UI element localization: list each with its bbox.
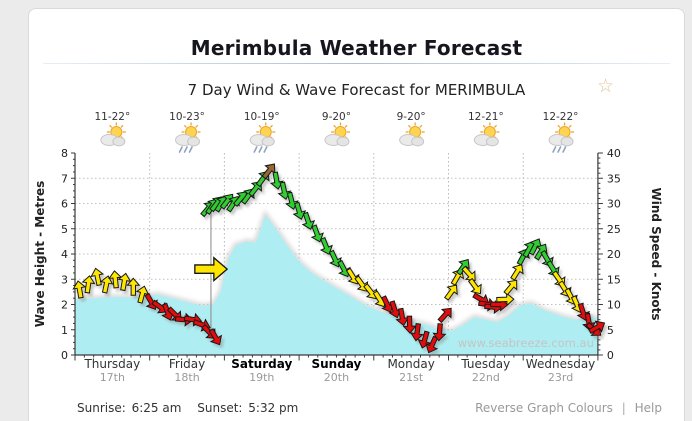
sunset-label: Sunset:: [197, 401, 243, 415]
reverse-graph-colours-link[interactable]: Reverse Graph Colours: [475, 401, 613, 415]
link-separator: |: [621, 401, 626, 415]
favourite-star-icon[interactable]: ☆: [597, 75, 615, 97]
title-divider: [43, 63, 670, 64]
forecast-card: Merimbula Weather Forecast 7 Day Wind & …: [28, 8, 685, 421]
footer-links: Reverse Graph Colours | Help: [475, 401, 662, 415]
footer: Sunrise: 6:25 am Sunset: 5:32 pm Reverse…: [29, 401, 684, 421]
chart-title: 7 Day Wind & Wave Forecast for MERIMBULA: [187, 81, 526, 99]
help-link[interactable]: Help: [634, 401, 662, 415]
sunset-time: 5:32 pm: [248, 401, 299, 415]
page-title: Merimbula Weather Forecast: [190, 36, 523, 60]
sunrise-label: Sunrise:: [77, 401, 126, 415]
sun-times: Sunrise: 6:25 am Sunset: 5:32 pm: [77, 401, 310, 415]
sunrise-time: 6:25 am: [131, 401, 182, 415]
